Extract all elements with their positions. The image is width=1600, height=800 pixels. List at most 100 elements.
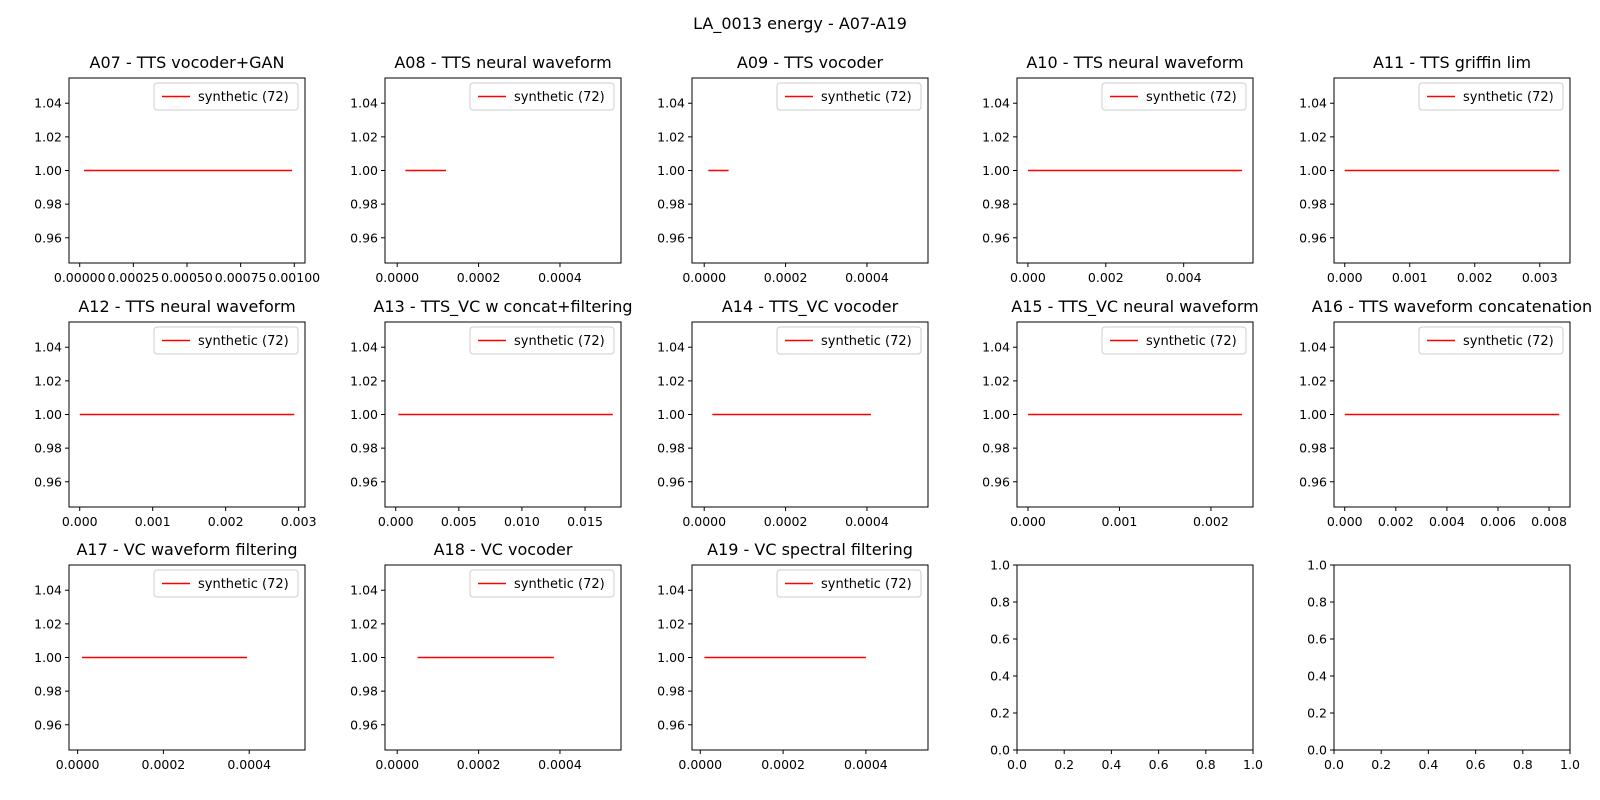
y-tick-label: 1.02: [34, 129, 62, 144]
x-tick-label: 0.8: [1196, 757, 1216, 772]
x-tick-label: 0.00100: [268, 270, 320, 285]
x-tick-label: 0.4: [1101, 757, 1121, 772]
legend-box: [1101, 82, 1247, 111]
subplot-title: A15 - TTS_VC neural waveform: [1011, 297, 1258, 317]
x-tick-label: 0.001: [135, 514, 171, 529]
legend-box: [469, 326, 615, 355]
y-tick-label: 0.0: [1307, 743, 1327, 758]
y-tick-label: 1.02: [350, 373, 378, 388]
y-tick-label: 0.96: [657, 230, 685, 245]
legend-box: [776, 82, 922, 111]
legend-box: [469, 569, 615, 598]
legend-label: synthetic (72): [821, 334, 912, 349]
y-tick-label: 1.02: [350, 129, 378, 144]
legend-label: synthetic (72): [514, 334, 605, 349]
y-tick-label: 1.02: [34, 373, 62, 388]
x-tick-label: 0.0002: [457, 270, 501, 285]
x-tick-label: 0.0004: [538, 270, 582, 285]
y-tick-label: 1.02: [34, 616, 62, 631]
subplot-9: 0.000 0.001 0.002 0.96 0.98 1.00 1.02 1.04 A15 -…: [982, 297, 1259, 529]
y-tick-label: 1.04: [1299, 340, 1327, 355]
x-tick-label: 0.6: [1466, 757, 1486, 772]
y-tick-label: 1.00: [657, 407, 685, 422]
subplot-8: 0.0000 0.0002 0.0004 0.96 0.98 1.00 1.02 1.04 A1…: [657, 297, 929, 529]
y-tick-label: 1.00: [350, 650, 378, 665]
y-tick-label: 1.04: [657, 96, 685, 111]
subplot-title: A12 - TTS neural waveform: [78, 297, 295, 316]
y-tick-label: 0.98: [34, 441, 62, 456]
legend-label: synthetic (72): [821, 577, 912, 592]
y-tick-label: 1.00: [657, 163, 685, 178]
y-tick-label: 1.04: [34, 340, 62, 355]
y-tick-label: 1.04: [34, 96, 62, 111]
x-tick-label: 0.001: [1392, 270, 1428, 285]
legend-label: synthetic (72): [1146, 334, 1237, 349]
y-tick-label: 0.96: [1299, 474, 1327, 489]
x-tick-label: 0.0000: [375, 270, 419, 285]
x-tick-label: 0.003: [1522, 270, 1558, 285]
y-tick-label: 0.96: [34, 717, 62, 732]
y-tick-label: 1.00: [1299, 407, 1327, 422]
x-tick-label: 0.0004: [538, 757, 582, 772]
y-tick-label: 0.98: [982, 441, 1010, 456]
y-tick-label: 1.02: [657, 129, 685, 144]
y-tick-label: 1.00: [350, 407, 378, 422]
y-tick-label: 1.04: [1299, 96, 1327, 111]
axes-frame: [1333, 564, 1571, 751]
x-tick-label: 0.0000: [682, 514, 726, 529]
subplot-5: 0.000 0.001 0.002 0.003 0.96 0.98 1.00 1.02 1.04…: [1299, 53, 1571, 285]
legend-label: synthetic (72): [198, 577, 289, 592]
x-tick-label: 0.4: [1418, 757, 1438, 772]
x-tick-label: 0.0002: [457, 757, 501, 772]
x-tick-label: 0.0004: [227, 757, 271, 772]
subplot-1: 0.00000 0.00025 0.00050 0.00075 0.00100 0.96 0…: [34, 53, 320, 285]
subplot-title: A07 - TTS vocoder+GAN: [90, 53, 285, 72]
legend-label: synthetic (72): [1463, 90, 1554, 105]
y-tick-label: 1.04: [657, 340, 685, 355]
x-tick-label: 0.000: [1327, 270, 1363, 285]
y-tick-label: 1.02: [657, 616, 685, 631]
legend-label: synthetic (72): [514, 577, 605, 592]
x-tick-label: 0.000: [378, 514, 414, 529]
x-tick-label: 0.000: [62, 514, 98, 529]
x-tick-label: 0.0002: [142, 757, 186, 772]
y-tick-label: 0.8: [990, 595, 1010, 610]
axes-frame: [1016, 564, 1254, 751]
y-tick-label: 0.96: [34, 474, 62, 489]
y-tick-label: 1.00: [657, 650, 685, 665]
x-tick-label: 0.002: [1088, 270, 1124, 285]
y-tick-label: 1.04: [350, 340, 378, 355]
legend-box: [1101, 326, 1247, 355]
legend-label: synthetic (72): [821, 90, 912, 105]
y-tick-label: 1.0: [1307, 558, 1327, 573]
subplot-11: 0.0000 0.0002 0.0004 0.96 0.98 1.00 1.02 1.04 A1…: [34, 540, 306, 772]
x-tick-label: 0.2: [1371, 757, 1391, 772]
y-tick-label: 0.98: [350, 197, 378, 212]
x-tick-label: 0.00025: [108, 270, 160, 285]
legend-box: [1418, 82, 1564, 111]
subplot-6: 0.000 0.001 0.002 0.003 0.96 0.98 1.00 1.02 1.04…: [34, 297, 316, 529]
subplot-3: 0.0000 0.0002 0.0004 0.96 0.98 1.00 1.02 1.04 A0…: [657, 53, 929, 285]
subplot-12: 0.0000 0.0002 0.0004 0.96 0.98 1.00 1.02 1.04 A1…: [350, 540, 622, 772]
y-tick-label: 0.98: [1299, 197, 1327, 212]
y-tick-label: 0.98: [657, 441, 685, 456]
y-tick-label: 0.98: [350, 684, 378, 699]
x-tick-label: 0.015: [567, 514, 603, 529]
y-tick-label: 0.96: [982, 474, 1010, 489]
legend-box: [776, 569, 922, 598]
x-tick-label: 0.0004: [845, 514, 889, 529]
subplot-title: A11 - TTS griffin lim: [1373, 53, 1531, 72]
y-tick-label: 1.00: [34, 163, 62, 178]
y-tick-label: 0.98: [657, 684, 685, 699]
subplot-title: A09 - TTS vocoder: [737, 53, 884, 72]
subplot-2: 0.0000 0.0002 0.0004 0.96 0.98 1.00 1.02 1.04 A0…: [350, 53, 622, 285]
y-tick-label: 0.6: [990, 632, 1010, 647]
x-tick-label: 0.010: [504, 514, 540, 529]
x-tick-label: 0.0002: [764, 270, 808, 285]
y-tick-label: 0.98: [350, 441, 378, 456]
subplot-14: 0.0 0.2 0.4 0.6 0.8 1.0 0.0 0.2 0.4 0.6 0.8 1.0: [990, 558, 1263, 773]
x-tick-label: 0.005: [441, 514, 477, 529]
y-tick-label: 0.98: [982, 197, 1010, 212]
legend-box: [153, 569, 299, 598]
subplot-title: A17 - VC waveform filtering: [76, 540, 297, 559]
